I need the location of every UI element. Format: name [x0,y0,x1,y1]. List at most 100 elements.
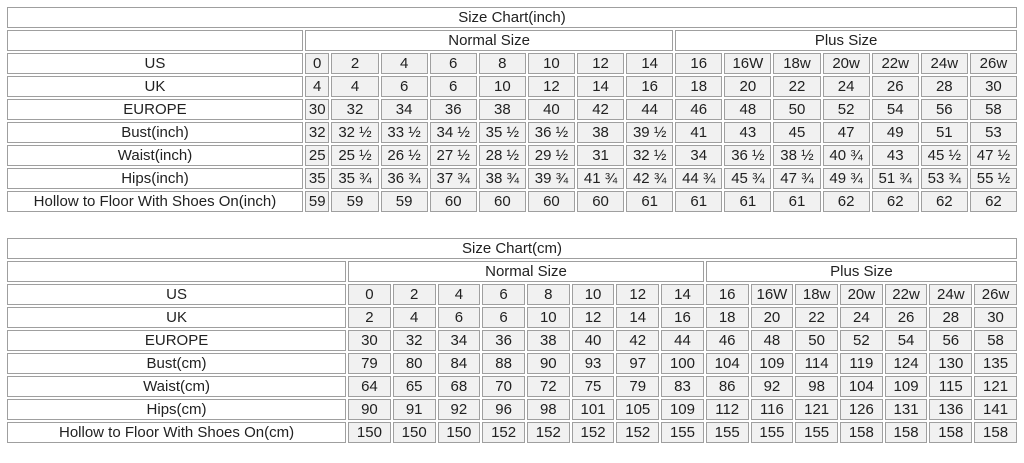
size-value-cell: 41 [675,122,723,143]
size-value-cell: 42 ¾ [626,168,674,189]
size-value-cell: 10 [571,284,615,305]
size-value-cell: 32 ½ [331,122,379,143]
size-value-cell: 30 [969,76,1017,97]
row-label: US [7,53,303,74]
size-value-cell: 40 [571,330,615,351]
size-value-cell: 42 [577,99,625,120]
size-value-cell: 100 [661,353,704,374]
size-value-cell: 59 [380,191,428,212]
size-value-cell: 53 ¾ [920,168,968,189]
size-value-cell: 70 [482,376,525,397]
size-value-cell: 0 [304,53,330,74]
size-value-cell: 155 [705,422,749,443]
size-value-cell: 60 [527,191,575,212]
size-value-cell: 92 [750,376,794,397]
table-row: EUROPE 30 32 34 36 38 40 42 44 46 48 50 52 54 56 58 [7,330,1017,351]
size-value-cell: 59 [304,191,330,212]
row-label: Waist(inch) [7,145,303,166]
size-value-cell: 54 [884,330,928,351]
size-value-cell: 59 [331,191,379,212]
size-value-cell: 109 [661,399,704,420]
table-row: EUROPE 30 32 34 36 38 40 42 44 46 48 50 52 54 56 58 [7,99,1017,120]
size-value-cell: 10 [527,53,575,74]
size-value-cell: 20 [750,307,794,328]
size-value-cell: 93 [571,353,615,374]
table-title-row: Size Chart(inch) [7,7,1017,28]
group-header-plus-size: Plus Size [675,30,1017,51]
size-value-cell: 34 ½ [429,122,477,143]
row-label: Bust(inch) [7,122,303,143]
size-value-cell: 51 [920,122,968,143]
size-value-cell: 26w [974,284,1017,305]
size-value-cell: 62 [920,191,968,212]
size-value-cell: 141 [974,399,1017,420]
size-value-cell: 22w [871,53,919,74]
size-value-cell: 36 [482,330,525,351]
size-value-cell: 52 [822,99,870,120]
size-value-cell: 28 [929,307,973,328]
size-value-cell: 12 [571,307,615,328]
size-value-cell: 90 [348,399,391,420]
size-value-cell: 6 [429,76,477,97]
size-value-cell: 16 [626,76,674,97]
row-label: Hips(cm) [7,399,347,420]
size-value-cell: 12 [527,76,575,97]
size-value-cell: 126 [839,399,883,420]
table-row: Bust(inch) 32 32 ½ 33 ½ 34 ½ 35 ½ 36 ½ 38 39 ½ 41… [7,122,1017,143]
row-label: Hollow to Floor With Shoes On(cm) [7,422,347,443]
size-value-cell: 4 [392,307,436,328]
size-value-cell: 152 [482,422,525,443]
size-value-cell: 47 [822,122,870,143]
size-value-cell: 158 [839,422,883,443]
size-value-cell: 152 [526,422,570,443]
size-value-cell: 158 [974,422,1017,443]
size-value-cell: 105 [616,399,660,420]
table-title: Size Chart(inch) [7,7,1017,28]
size-value-cell: 38 ¾ [478,168,526,189]
size-value-cell: 6 [437,307,481,328]
size-value-cell: 150 [437,422,481,443]
size-value-cell: 36 ½ [527,122,575,143]
size-value-cell: 26w [969,53,1017,74]
group-header-spacer [7,30,303,51]
size-value-cell: 38 ½ [773,145,821,166]
size-value-cell: 152 [571,422,615,443]
size-value-cell: 48 [750,330,794,351]
group-header-row: Normal Size Plus Size [7,30,1017,51]
size-value-cell: 4 [437,284,481,305]
size-value-cell: 61 [773,191,821,212]
table-row: Hips(cm) 90 91 92 96 98 101 105 109 112 116 121 126 1… [7,399,1017,420]
size-value-cell: 86 [705,376,749,397]
size-value-cell: 50 [795,330,838,351]
size-value-cell: 62 [969,191,1017,212]
size-value-cell: 45 ½ [920,145,968,166]
size-value-cell: 26 [871,76,919,97]
table-row: Waist(cm) 64 65 68 70 72 75 79 83 86 92 98 104 109 115… [7,376,1017,397]
size-value-cell: 72 [526,376,570,397]
size-value-cell: 34 [675,145,723,166]
size-value-cell: 28 [920,76,968,97]
size-value-cell: 18w [795,284,838,305]
size-value-cell: 40 [527,99,575,120]
size-value-cell: 65 [392,376,436,397]
size-value-cell: 40 ¾ [822,145,870,166]
row-label: UK [7,76,303,97]
size-value-cell: 24w [929,284,973,305]
row-label: US [7,284,347,305]
size-value-cell: 104 [705,353,749,374]
size-value-cell: 44 [661,330,704,351]
size-chart-page: Size Chart(inch) Normal Size Plus Size US 0 2… [5,5,1019,445]
size-value-cell: 80 [392,353,436,374]
size-value-cell: 155 [661,422,704,443]
size-value-cell: 124 [884,353,928,374]
size-value-cell: 131 [884,399,928,420]
size-value-cell: 38 [526,330,570,351]
size-value-cell: 79 [616,376,660,397]
table-row: Hollow to Floor With Shoes On(inch) 59 59 5… [7,191,1017,212]
size-value-cell: 6 [380,76,428,97]
size-value-cell: 30 [304,99,330,120]
size-value-cell: 101 [571,399,615,420]
size-value-cell: 116 [750,399,794,420]
size-value-cell: 16 [675,53,723,74]
